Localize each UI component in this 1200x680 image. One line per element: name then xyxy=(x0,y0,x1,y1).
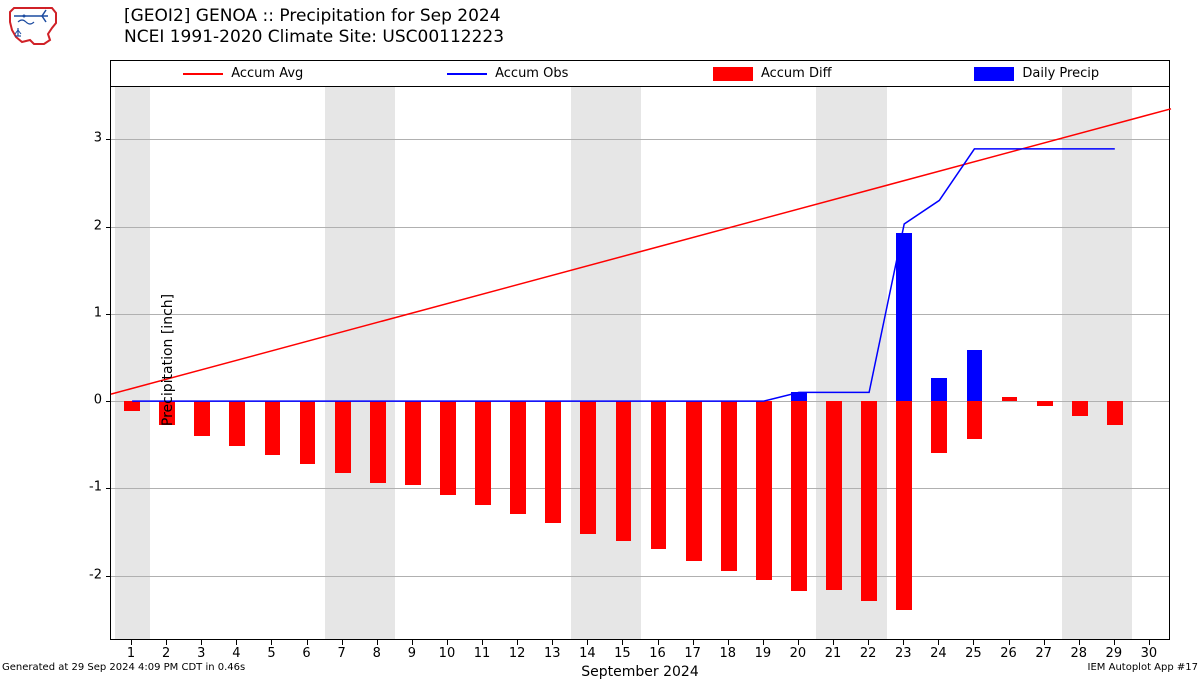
legend-item: Daily Precip xyxy=(905,66,1170,81)
xtick-label: 29 xyxy=(1106,646,1123,661)
xtick-label: 2 xyxy=(162,646,170,661)
xtick-label: 14 xyxy=(579,646,596,661)
xtick-mark xyxy=(271,640,272,645)
xtick-label: 19 xyxy=(755,646,772,661)
title-line-2: NCEI 1991-2020 Climate Site: USC00112223 xyxy=(124,27,504,48)
xtick-mark xyxy=(552,640,553,645)
xtick-label: 30 xyxy=(1141,646,1158,661)
xtick-mark xyxy=(236,640,237,645)
chart-title: [GEOI2] GENOA :: Precipitation for Sep 2… xyxy=(124,6,504,49)
xtick-label: 13 xyxy=(544,646,561,661)
xtick-label: 24 xyxy=(930,646,947,661)
xtick-mark xyxy=(693,640,694,645)
xtick-mark xyxy=(1149,640,1150,645)
accum-obs-line xyxy=(132,149,1115,401)
xtick-mark xyxy=(658,640,659,645)
xtick-mark xyxy=(868,640,869,645)
y-axis-label: Precipitation [inch] xyxy=(160,294,176,426)
legend-label: Daily Precip xyxy=(1022,66,1099,81)
xtick-label: 21 xyxy=(825,646,842,661)
xtick-mark xyxy=(1079,640,1080,645)
legend-swatch xyxy=(974,67,1014,81)
xtick-label: 5 xyxy=(267,646,275,661)
xtick-label: 17 xyxy=(684,646,701,661)
xtick-mark xyxy=(131,640,132,645)
xtick-label: 18 xyxy=(719,646,736,661)
xtick-mark xyxy=(517,640,518,645)
xtick-mark xyxy=(973,640,974,645)
xtick-mark xyxy=(201,640,202,645)
xtick-mark xyxy=(377,640,378,645)
xtick-label: 1 xyxy=(127,646,135,661)
ytick-label: -1 xyxy=(89,480,102,495)
xtick-label: 26 xyxy=(1000,646,1017,661)
xtick-label: 23 xyxy=(895,646,912,661)
legend: Accum Avg Accum Obs Accum Diff Daily Precip xyxy=(110,60,1170,86)
xtick-mark xyxy=(587,640,588,645)
xtick-label: 15 xyxy=(614,646,631,661)
legend-label: Accum Obs xyxy=(495,66,568,81)
xtick-label: 11 xyxy=(474,646,491,661)
xtick-mark xyxy=(1009,640,1010,645)
xtick-mark xyxy=(447,640,448,645)
ytick-mark xyxy=(106,401,111,402)
xtick-label: 20 xyxy=(790,646,807,661)
ytick-label: -2 xyxy=(89,567,102,582)
xtick-mark xyxy=(342,640,343,645)
ytick-mark xyxy=(106,314,111,315)
xtick-label: 3 xyxy=(197,646,205,661)
legend-label: Accum Avg xyxy=(231,66,303,81)
xtick-label: 8 xyxy=(373,646,381,661)
xtick-label: 10 xyxy=(439,646,456,661)
iem-logo xyxy=(4,4,60,48)
footer-app: IEM Autoplot App #17 xyxy=(1088,662,1198,673)
ytick-label: 0 xyxy=(94,393,102,408)
xtick-label: 9 xyxy=(408,646,416,661)
xtick-label: 6 xyxy=(302,646,310,661)
logo-outline xyxy=(10,8,56,44)
legend-item: Accum Diff xyxy=(640,66,905,81)
xtick-mark xyxy=(622,640,623,645)
xtick-mark xyxy=(1114,640,1115,645)
ytick-mark xyxy=(106,488,111,489)
xtick-mark xyxy=(482,640,483,645)
xtick-label: 12 xyxy=(509,646,526,661)
ytick-label: 3 xyxy=(94,131,102,146)
xtick-mark xyxy=(728,640,729,645)
ytick-label: 1 xyxy=(94,305,102,320)
xtick-mark xyxy=(307,640,308,645)
xtick-mark xyxy=(798,640,799,645)
xtick-mark xyxy=(1044,640,1045,645)
x-axis-label: September 2024 xyxy=(110,664,1170,680)
chart-area: Accum Avg Accum Obs Accum Diff Daily Precip… xyxy=(110,60,1170,640)
xtick-label: 25 xyxy=(965,646,982,661)
xtick-label: 4 xyxy=(232,646,240,661)
ytick-mark xyxy=(106,576,111,577)
legend-swatch xyxy=(713,67,753,81)
legend-item: Accum Obs xyxy=(376,66,641,81)
xtick-label: 22 xyxy=(860,646,877,661)
xtick-mark xyxy=(938,640,939,645)
xtick-label: 16 xyxy=(649,646,666,661)
ytick-label: 2 xyxy=(94,218,102,233)
legend-item: Accum Avg xyxy=(111,66,376,81)
xtick-label: 27 xyxy=(1035,646,1052,661)
xtick-mark xyxy=(833,640,834,645)
footer-generated: Generated at 29 Sep 2024 4:09 PM CDT in … xyxy=(2,662,245,673)
legend-swatch xyxy=(447,73,487,75)
xtick-mark xyxy=(412,640,413,645)
xtick-mark xyxy=(903,640,904,645)
plot-area xyxy=(110,86,1170,640)
xtick-label: 28 xyxy=(1070,646,1087,661)
accum-avg-line xyxy=(111,109,1171,394)
ytick-mark xyxy=(106,139,111,140)
ytick-mark xyxy=(106,227,111,228)
legend-swatch xyxy=(183,73,223,75)
title-line-1: [GEOI2] GENOA :: Precipitation for Sep 2… xyxy=(124,6,504,27)
line-layer xyxy=(111,87,1169,639)
xtick-mark xyxy=(166,640,167,645)
legend-label: Accum Diff xyxy=(761,66,832,81)
xtick-mark xyxy=(763,640,764,645)
xtick-label: 7 xyxy=(338,646,346,661)
